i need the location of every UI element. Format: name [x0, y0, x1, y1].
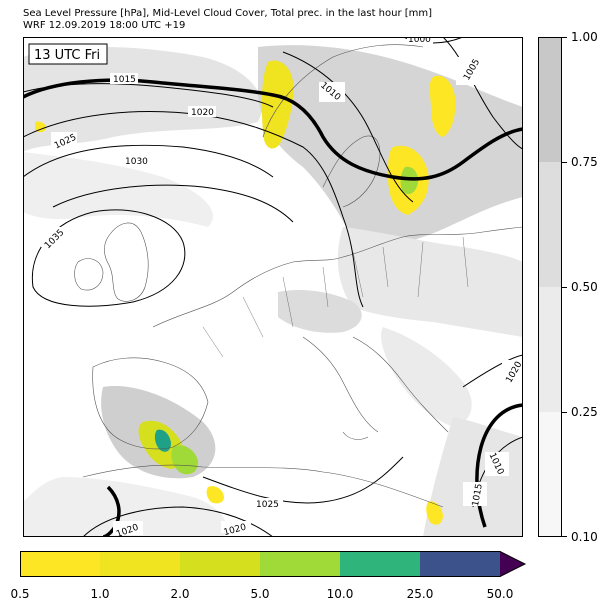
precip-tick-label-2-0: 2.0	[170, 587, 190, 601]
isobar-1020	[23, 110, 364, 308]
map-frame	[23, 37, 523, 537]
cloud-tick-label-0-75: 0.75	[571, 155, 598, 169]
precip-tick-label-50-0: 50.0	[486, 587, 514, 601]
coastline-mainland-europe	[152, 226, 523, 328]
coastline-north-africa	[82, 464, 444, 508]
cloud-area-balkans	[381, 327, 472, 427]
precip-bin-10p0-25p0	[340, 551, 420, 577]
isobar-label-1025-south: 1025	[256, 500, 279, 510]
isobar-label-1020: 1020	[191, 108, 214, 118]
cloud-area-north-atlantic	[23, 46, 262, 152]
precip-bin-0p5-1p0	[20, 551, 100, 577]
precip-tick-label-10-0: 10.0	[326, 587, 354, 601]
map-title-line-1: Sea Level Pressure [hPa], Mid-Level Clou…	[23, 8, 433, 19]
cloud-colorbar-frame	[538, 37, 562, 537]
cloud-bin-0p75-1p00	[538, 37, 562, 162]
precip-bin-2p0-5p0	[180, 551, 260, 577]
precip-tick-label-25-0: 25.0	[406, 587, 434, 601]
cloud-tick-0-25	[562, 412, 567, 413]
isobar-label-1030: 1030	[125, 157, 148, 167]
thick-isobar-southeast	[475, 403, 523, 528]
precip-tick-label-5-0: 5.0	[250, 587, 270, 601]
precip-cell-libya	[426, 501, 443, 525]
time-label-box	[28, 43, 108, 65]
isobar-label-1000: 1000	[408, 37, 431, 45]
isobar-1005	[442, 37, 523, 150]
precip-cell-ireland	[35, 121, 47, 133]
cloud-tick-label-0-25: 0.25	[571, 405, 598, 419]
cloud-tick-0-75	[562, 162, 567, 163]
precip-tick-label-1-0: 1.0	[90, 587, 110, 601]
precip-cell-algeria	[206, 486, 224, 504]
cloud-tick-0-50	[562, 287, 567, 288]
cloud-bin-0p25-0p50	[538, 287, 562, 412]
precip-cell-spain-east	[171, 445, 199, 475]
isobar-label-1020-south: 1020	[223, 522, 248, 537]
cloud-tick-label-0-10: 0.10	[571, 530, 598, 544]
thick-isobar-north	[23, 78, 523, 181]
cloud-tick-1-00	[562, 37, 567, 38]
time-label: 13 UTC Fri	[34, 48, 100, 63]
cloud-area-alps	[278, 290, 362, 333]
cloud-tick-label-0-50: 0.50	[571, 280, 598, 294]
precipitation-layer	[35, 60, 456, 525]
cloud-area-east-med	[423, 417, 523, 537]
precip-cell-sweden	[429, 75, 456, 137]
cloud-tick-0-10	[562, 536, 567, 537]
precip-bin-5p0-10p0	[260, 551, 340, 577]
precipitation-colorbar	[20, 551, 527, 577]
weather-map: 1000 1005 1010 1015 1020 1025 1030 1035 …	[23, 37, 523, 537]
cloud-area-north-africa	[23, 477, 227, 537]
coastline-italy	[302, 336, 379, 440]
cloud-tick-label-1-00: 1.00	[571, 30, 598, 44]
isobar-1010	[282, 51, 414, 203]
precip-cell-norway-coast	[261, 60, 294, 149]
isobar-1025	[23, 144, 274, 178]
cloud-area-atlantic-band	[23, 152, 213, 227]
precip-bin-1p0-2p0	[100, 551, 180, 577]
isobar-1020-east	[462, 354, 523, 388]
isobar-labels: 1000 1005 1010 1015 1020 1025 1030 1035 …	[41, 37, 523, 537]
isobar-1025-south	[202, 456, 404, 504]
coastlines	[74, 44, 523, 508]
precip-cell-iberia-core	[154, 429, 171, 452]
map-title-line-2: WRF 12.09.2019 18:00 UTC +19	[23, 20, 186, 31]
coastline-ireland	[74, 258, 104, 291]
cloud-bin-0p10-0p25	[538, 412, 562, 537]
isobar-1030	[52, 184, 294, 223]
precip-bin-25p0-50p0	[420, 551, 500, 577]
isobar-label-1015-east: 1015	[471, 483, 485, 507]
precip-tick-label-0-5: 0.5	[10, 587, 30, 601]
precip-colorbar-frame	[20, 551, 527, 577]
coastline-great-britain	[104, 222, 149, 302]
cloud-cover-colorbar	[538, 37, 562, 537]
coastline-balkans	[352, 336, 449, 433]
coastline-scandinavia	[262, 44, 424, 208]
cloud-bin-0p50-0p75	[538, 162, 562, 287]
precip-bin-overflow-arrow	[500, 551, 525, 577]
country-borders	[202, 236, 469, 358]
coastline-iberia	[92, 357, 209, 450]
isobar-label-1015: 1015	[113, 75, 136, 85]
